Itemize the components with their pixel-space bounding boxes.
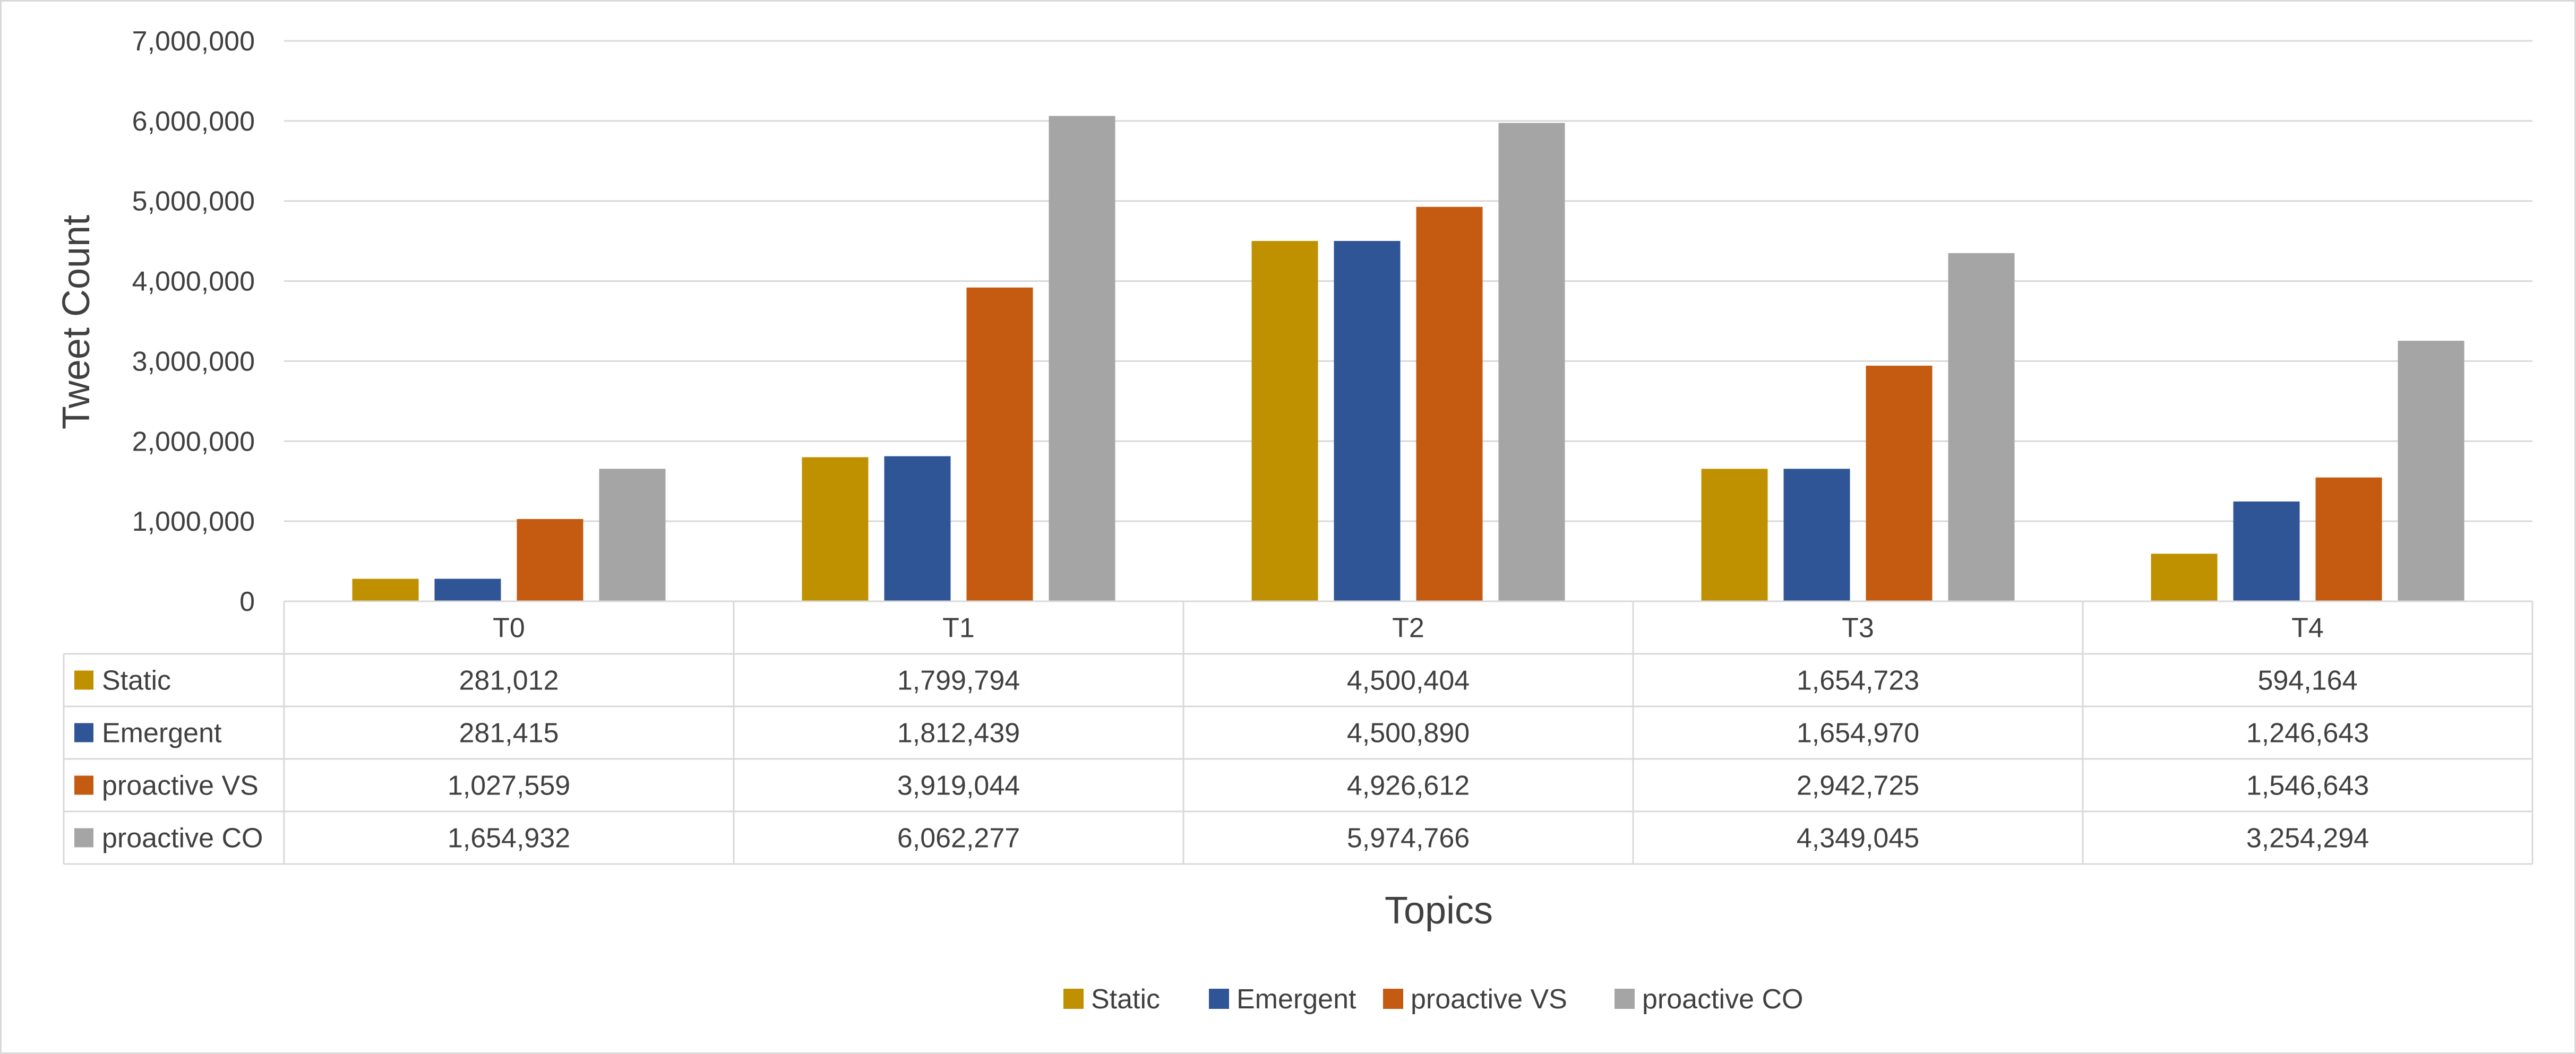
bar-static-t0 <box>352 578 419 601</box>
table-cell: 1,654,970 <box>1797 718 1919 749</box>
x-tick-label: T4 <box>2291 613 2324 644</box>
y-tick-label: 1,000,000 <box>132 506 255 537</box>
y-tick-label: 0 <box>239 586 255 617</box>
table-cell: 3,919,044 <box>897 771 1020 801</box>
bar-proactive-vs-t3 <box>1866 366 1933 601</box>
y-tick-label: 2,000,000 <box>132 426 255 457</box>
legend-key <box>1383 989 1403 1009</box>
bar-proactive-co-t0 <box>599 469 666 601</box>
table-cell: 1,812,439 <box>897 718 1020 749</box>
bar-proactive-co-t3 <box>1948 253 2015 601</box>
table-cell: 2,942,725 <box>1797 771 1919 801</box>
legend-label: Static <box>1091 984 1160 1015</box>
table-series-label: Static <box>102 666 171 696</box>
legend-label: Emergent <box>1237 984 1356 1015</box>
bar-proactive-vs-t2 <box>1416 206 1483 601</box>
table-cell: 4,349,045 <box>1797 823 1919 854</box>
table-legend-key <box>74 670 93 690</box>
bar-emergent-t1 <box>884 456 951 601</box>
y-tick-label: 6,000,000 <box>132 106 255 137</box>
bar-static-t3 <box>1701 469 1768 601</box>
legend-label: proactive VS <box>1411 984 1567 1015</box>
bar-proactive-co-t2 <box>1498 123 1565 601</box>
table-cell: 3,254,294 <box>2246 823 2369 854</box>
table-cell: 4,500,404 <box>1347 666 1470 696</box>
legend: Static Emergent proactive VS proactive CO <box>1063 984 1803 1015</box>
table-cell: 1,799,794 <box>897 666 1020 696</box>
y-tick-label: 7,000,000 <box>132 26 255 57</box>
table-cell: 281,012 <box>459 666 559 696</box>
legend-label: proactive CO <box>1642 984 1803 1015</box>
table-cell: 4,926,612 <box>1347 771 1470 801</box>
y-axis-title: Tweet Count <box>55 215 98 429</box>
bar-static-t1 <box>802 457 869 601</box>
bars <box>352 116 2465 601</box>
table-series-label: proactive CO <box>102 823 263 854</box>
legend-key <box>1615 989 1635 1009</box>
y-tick-label: 4,000,000 <box>132 266 255 297</box>
table-cell: 4,500,890 <box>1347 718 1470 749</box>
table-cell: 1,546,643 <box>2246 771 2369 801</box>
table-cell: 6,062,277 <box>897 823 1020 854</box>
y-axis-ticks: 0 1,000,000 2,000,000 3,000,000 4,000,000 5,0… <box>132 26 255 617</box>
x-tick-label: T0 <box>493 613 525 644</box>
table-legend-key <box>74 723 93 742</box>
table-cell: 1,246,643 <box>2246 718 2369 749</box>
bar-static-t4 <box>2151 554 2218 601</box>
bar-proactive-co-t1 <box>1049 116 1115 601</box>
y-tick-label: 5,000,000 <box>132 186 255 217</box>
bar-emergent-t0 <box>434 578 501 601</box>
x-axis-title: Topics <box>1385 889 1493 932</box>
legend-key <box>1063 989 1084 1009</box>
table-series-label: proactive VS <box>102 771 259 801</box>
bar-proactive-vs-t4 <box>2315 477 2382 601</box>
table-cell: 281,415 <box>459 718 559 749</box>
bar-static-t2 <box>1251 241 1318 601</box>
x-tick-label: T3 <box>1842 613 1874 644</box>
bar-emergent-t4 <box>2233 501 2300 601</box>
table-cell: 1,027,559 <box>448 771 570 801</box>
x-tick-label: T1 <box>942 613 975 644</box>
y-tick-label: 3,000,000 <box>132 346 255 377</box>
table-cell: 5,974,766 <box>1347 823 1470 854</box>
table-legend-key <box>74 775 93 795</box>
table-cell: 1,654,932 <box>448 823 570 854</box>
bar-proactive-co-t4 <box>2398 341 2465 601</box>
bar-proactive-vs-t0 <box>517 519 583 601</box>
bar-proactive-vs-t1 <box>966 287 1033 601</box>
table-cell: 1,654,723 <box>1797 666 1919 696</box>
bar-emergent-t2 <box>1334 241 1401 601</box>
legend-key <box>1209 989 1229 1009</box>
table-cell: 594,164 <box>2258 666 2358 696</box>
bar-emergent-t3 <box>1783 469 1850 601</box>
x-tick-label: T2 <box>1392 613 1424 644</box>
data-table: T0 T1 T2 T3 T4 Static 281,012 1,799,794 4,500,40… <box>63 600 2534 865</box>
table-series-label: Emergent <box>102 718 222 749</box>
table-legend-key <box>74 828 93 848</box>
